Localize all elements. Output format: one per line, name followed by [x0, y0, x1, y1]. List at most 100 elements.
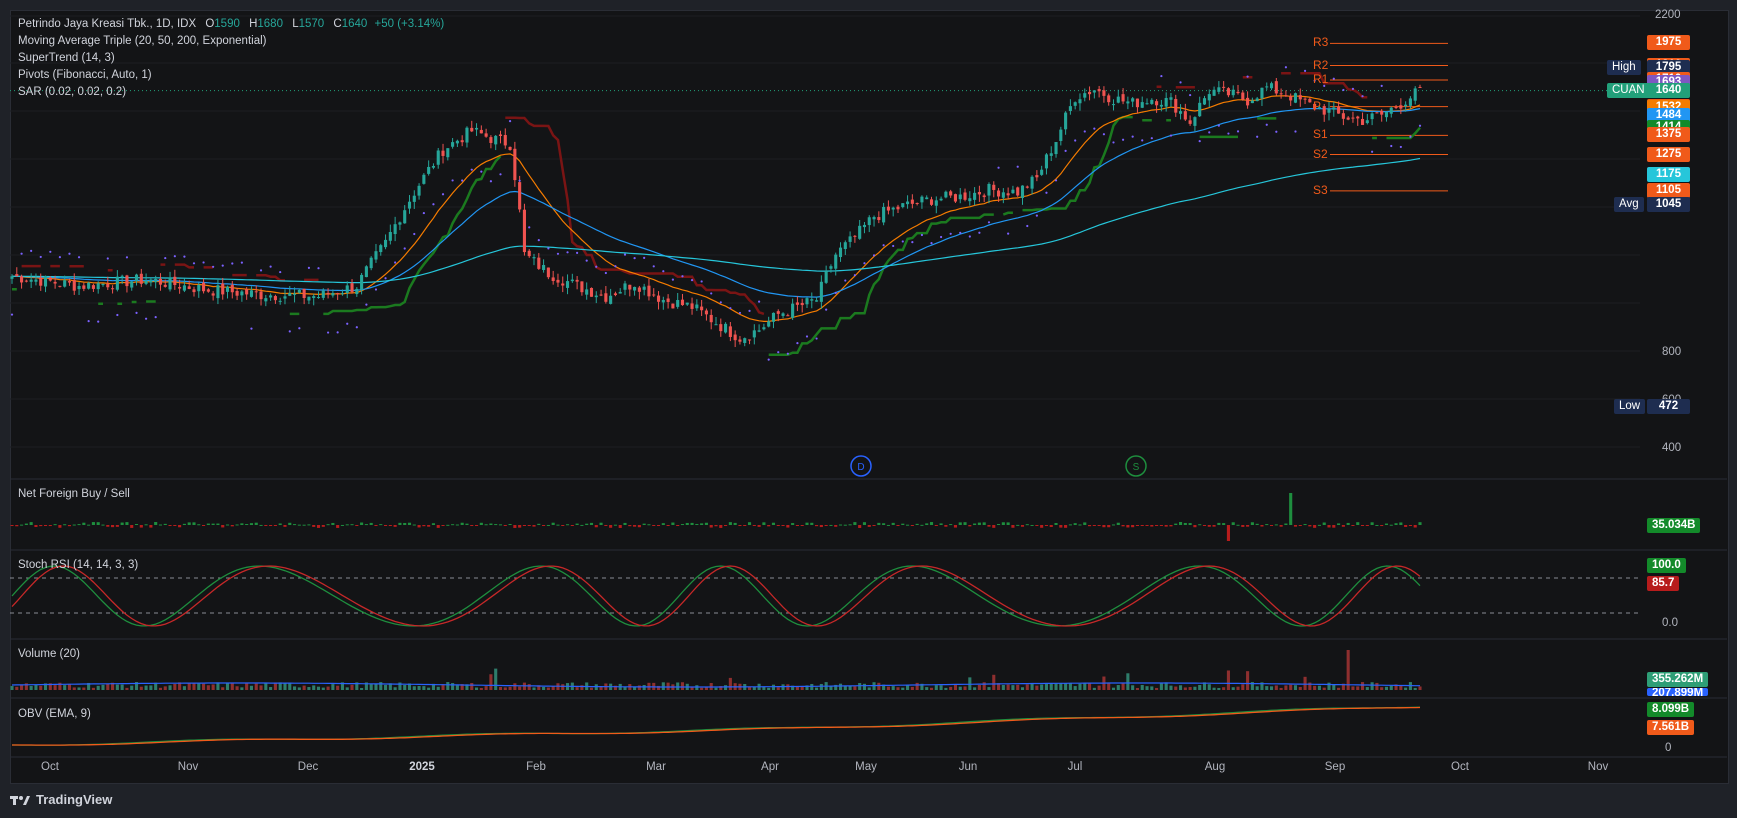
- candle-body: [997, 191, 1000, 197]
- foreign-bar: [1217, 523, 1220, 525]
- candle-body: [1169, 97, 1172, 100]
- foreign-bar: [1059, 525, 1062, 528]
- foreign-bar: [389, 525, 392, 526]
- symbol-legend[interactable]: Petrindo Jaya Kreasi Tbk., 1D, IDX O1590…: [18, 18, 444, 30]
- tradingview-brand[interactable]: TradingView: [10, 792, 112, 807]
- candle-body: [216, 285, 219, 298]
- foreign-bar: [1002, 522, 1005, 525]
- candle-body: [398, 222, 401, 224]
- sar-dot: [1160, 75, 1162, 77]
- obv-ema-line: [12, 708, 1420, 746]
- candle-body: [374, 251, 377, 259]
- foreign-bar: [350, 524, 353, 525]
- foreign-bar: [1404, 525, 1407, 527]
- foreign-bar: [465, 524, 468, 525]
- foreign-bar: [834, 525, 837, 527]
- foreign-bar: [1380, 525, 1383, 526]
- indicator-supertrend[interactable]: SuperTrend (14, 3): [18, 52, 115, 64]
- sar-dot: [432, 203, 434, 205]
- sar-dot: [921, 234, 923, 236]
- volume-bar: [973, 687, 976, 690]
- candle-body: [322, 291, 325, 298]
- volume-bar: [829, 686, 832, 690]
- sar-dot: [1026, 225, 1028, 227]
- volume-bar: [82, 688, 85, 690]
- sar-dot: [107, 257, 109, 259]
- candle-body: [1026, 187, 1029, 188]
- candle-body: [853, 236, 856, 237]
- candle-body: [1241, 93, 1244, 100]
- candle-body: [1227, 88, 1230, 95]
- foreign-bar: [1069, 524, 1072, 525]
- foreign-bar: [647, 524, 650, 525]
- candle-body: [872, 217, 875, 219]
- indicator-pivots[interactable]: Pivots (Fibonacci, Auto, 1): [18, 69, 152, 81]
- volume-bar: [1054, 683, 1057, 690]
- indicator-ma-triple[interactable]: Moving Average Triple (20, 50, 200, Expo…: [18, 35, 266, 47]
- sar-dot: [930, 242, 932, 244]
- candle-body: [901, 203, 904, 207]
- volume-bar: [542, 687, 545, 690]
- candle-body: [317, 297, 320, 298]
- price-tag: 1105: [1647, 183, 1690, 198]
- candle-body: [408, 202, 411, 209]
- volume-bar: [772, 685, 775, 690]
- candle-body: [212, 293, 215, 295]
- foreign-bar: [561, 525, 564, 526]
- candle-body: [1217, 87, 1220, 92]
- foreign-bar: [1136, 525, 1139, 526]
- pane-title-volume[interactable]: Volume (20): [18, 648, 80, 660]
- price-tag: 1375: [1647, 127, 1690, 142]
- indicator-sar[interactable]: SAR (0.02, 0.02, 0.2): [18, 86, 126, 98]
- candle-body: [422, 175, 425, 184]
- candle-body: [475, 128, 478, 130]
- foreign-bar: [657, 525, 660, 526]
- price-tag: 1975: [1647, 35, 1690, 50]
- foreign-bar: [844, 525, 847, 526]
- candle-body: [566, 281, 569, 288]
- foreign-bar: [777, 525, 780, 526]
- time-axis-label: Jun: [959, 761, 978, 773]
- candle-body: [767, 321, 770, 326]
- candle-body: [1074, 102, 1077, 106]
- candle-body: [135, 275, 138, 281]
- foreign-bar: [839, 525, 842, 526]
- volume-bar: [140, 687, 143, 690]
- foreign-bar: [1011, 525, 1014, 528]
- sar-dot: [1065, 150, 1067, 152]
- candle-body: [283, 296, 286, 298]
- pane-title-stoch[interactable]: Stoch RSI (14, 14, 3, 3): [18, 559, 138, 571]
- volume-bar: [164, 686, 167, 690]
- candle-body: [758, 330, 761, 331]
- foreign-bar: [312, 525, 315, 527]
- pane-title-foreign[interactable]: Net Foreign Buy / Sell: [18, 488, 130, 500]
- candle-body: [671, 304, 674, 309]
- sar-dot: [519, 180, 521, 182]
- candle-body: [125, 275, 128, 286]
- candle-body: [954, 194, 957, 201]
- foreign-bar: [916, 524, 919, 525]
- pane-title-obv[interactable]: OBV (EMA, 9): [18, 708, 91, 720]
- foreign-bar: [1409, 525, 1412, 526]
- obv-lines: [12, 707, 1420, 745]
- foreign-bar: [489, 524, 492, 525]
- candle-body: [25, 281, 28, 282]
- foreign-bar: [604, 525, 607, 526]
- volume-bar: [916, 683, 919, 690]
- volume-bar: [499, 687, 502, 690]
- candle-body: [561, 283, 564, 285]
- foreign-bar: [662, 523, 665, 525]
- volume-bar: [1126, 673, 1129, 690]
- sar-dot: [260, 269, 262, 271]
- candle-body: [298, 290, 301, 293]
- candle-body: [1232, 90, 1235, 95]
- foreign-bar: [1131, 525, 1134, 527]
- foreign-bar: [1193, 525, 1196, 527]
- candle-body: [1165, 98, 1168, 107]
- candle-body: [844, 242, 847, 249]
- foreign-bar: [1236, 525, 1239, 526]
- candle-body: [54, 282, 57, 284]
- candle-body: [116, 277, 119, 290]
- foreign-bar: [1160, 525, 1163, 526]
